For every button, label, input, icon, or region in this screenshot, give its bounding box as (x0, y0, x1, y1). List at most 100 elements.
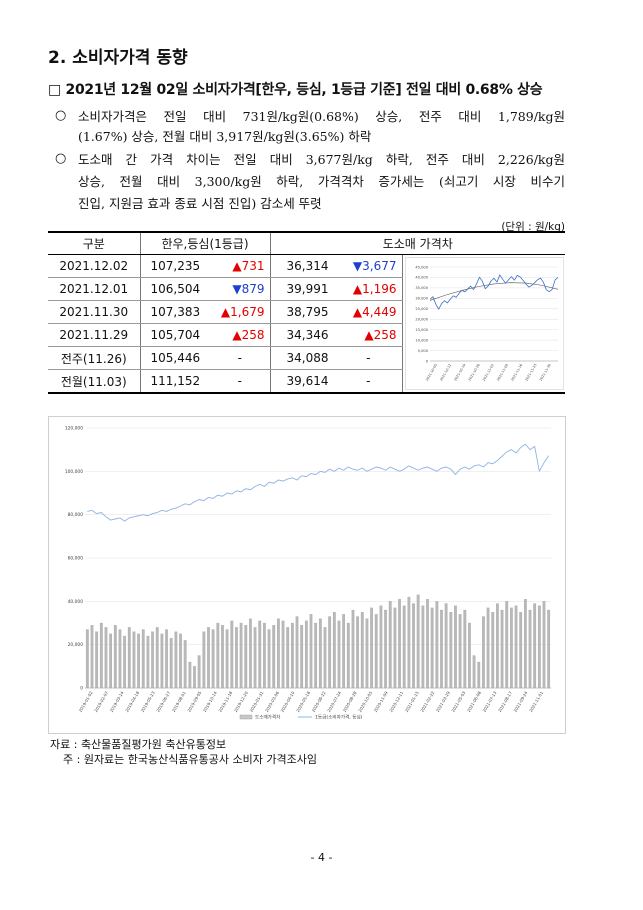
bar (500, 609, 504, 689)
x-tick-label: 2021-11-09 (496, 363, 509, 382)
bar (160, 633, 164, 689)
bar (295, 616, 299, 689)
bar (519, 612, 523, 689)
row-label: 전주(11.26) (48, 346, 141, 370)
spread-cell: 36,314 (270, 254, 335, 278)
bar (123, 635, 126, 689)
bar (393, 607, 397, 689)
bar (505, 601, 509, 689)
table-header-row: 구분 한우,등심(1등급) 도소매 가격차 (48, 232, 566, 255)
y-tick-label: 0 (425, 359, 428, 363)
bullet-text-line: 소비자가격은 전일 대비 731원/kg원(0.68%) 상승, 전주 대비 1… (78, 109, 565, 124)
bar (463, 609, 467, 689)
bar (528, 609, 532, 689)
hanwoo-price-cell: 106,504 (140, 277, 210, 301)
spread-cell: 38,795 (270, 300, 335, 324)
y-tick-label: 30,000 (415, 297, 428, 301)
spread-cell: 34,346 (270, 323, 335, 347)
table-row: 2021.11.29 105,704 ▲258 34,346 ▲258 (48, 323, 565, 347)
hanwoo-price-cell: 107,235 (140, 254, 210, 278)
bar (482, 616, 485, 689)
bar (537, 605, 541, 689)
bar (323, 627, 327, 689)
bar (179, 633, 182, 689)
y-tick-label: 40,000 (415, 276, 428, 280)
bar (454, 605, 457, 689)
y-tick-label: 80,000 (68, 512, 84, 518)
hanwoo-price-cell: 105,704 (140, 323, 210, 347)
spread-change-cell: ▲1,196 (335, 277, 403, 301)
bar (113, 625, 117, 689)
bar (472, 655, 476, 689)
row-label: 2021.11.30 (48, 300, 141, 324)
hanwoo-change-cell: - (210, 346, 271, 370)
header-category: 구분 (48, 232, 141, 255)
unit-label: (단위 : 원/kg) (501, 221, 565, 233)
x-tick-label: 2021-11-30 (538, 363, 551, 382)
y-tick-label: 5,000 (417, 349, 428, 353)
bar (244, 625, 248, 689)
bar (127, 627, 131, 689)
bar (197, 655, 201, 689)
y-tick-label: 10,000 (415, 338, 428, 342)
spread-cell: 34,088 (270, 346, 335, 370)
bar (412, 603, 415, 689)
spread-change-cell: ▼3,677 (335, 254, 403, 278)
bar (440, 609, 443, 689)
bar (230, 620, 234, 689)
bar (314, 622, 318, 689)
section-heading: 2. 소비자가격 동향 (48, 48, 188, 68)
bar (290, 622, 294, 689)
y-tick-label: 45,000 (415, 265, 428, 269)
bar (183, 640, 187, 689)
bar (360, 612, 364, 689)
bullet-mark: ○ (55, 108, 67, 123)
bar (510, 607, 513, 689)
y-tick-label: 120,000 (65, 426, 83, 432)
bar (90, 625, 94, 689)
bar (211, 629, 215, 689)
bar (239, 622, 243, 689)
price-trend-chart: 도소매가격차 1등급(소비자가격, 등심) 0 20,000 40,000 60,00… (48, 416, 566, 734)
row-label: 전월(11.03) (48, 369, 141, 393)
bar (221, 625, 224, 689)
x-tick-label: 2021-10-05 (424, 363, 437, 382)
x-tick-label: 2021-11-02 (481, 363, 494, 382)
bar (216, 622, 220, 689)
table-row: 전월(11.03) 111,152 - 39,614 - (48, 369, 565, 393)
bullet-text-line: 진입, 지원금 효과 종료 시점 진입) 감소세 뚜렷 (78, 196, 322, 211)
bar (174, 631, 178, 689)
bar (137, 633, 140, 689)
bar (118, 629, 122, 689)
bar (193, 666, 196, 689)
mini-chart-frame (404, 257, 564, 390)
page-number: - 4 - (310, 851, 333, 864)
bar (151, 631, 154, 689)
bar (85, 629, 89, 689)
y-tick-label: 100,000 (65, 469, 83, 475)
bullet-text-line: 도소매 간 가격 차이는 전일 대비 3,677원/kg 하락, 전주 대비 2… (78, 152, 565, 167)
y-tick-label: 35,000 (415, 286, 428, 290)
bar (267, 629, 271, 689)
consumer-price-line (87, 443, 550, 522)
legend-label-line: 1등급(소비자가격, 등심) (315, 714, 363, 721)
spread-mini-chart: 0 5,000 10,000 15,000 20,000 25,000 30,000 35,0… (404, 257, 564, 390)
bar (309, 614, 313, 689)
spread-change-cell: ▲4,449 (335, 300, 403, 324)
bar (407, 596, 411, 689)
bar (444, 603, 448, 689)
legend-swatch-bar (239, 714, 253, 720)
source-note: 자료 : 축산물품질평가원 축산유통정보 (50, 738, 227, 751)
hanwoo-change-cell: - (210, 369, 271, 393)
price-table: 구분 한우,등심(1등급) 도소매 가격차 2021.12.02 107,235… (48, 231, 566, 394)
bar (486, 607, 490, 689)
bar (169, 638, 173, 689)
bar (277, 618, 280, 689)
footnote: 주 : 원자료는 한국농산식품유통공사 소비자 가격조사임 (63, 753, 317, 766)
y-tick-label: 60,000 (68, 556, 84, 562)
bar (328, 616, 332, 689)
bar (342, 614, 346, 689)
bar (533, 603, 537, 689)
bar (402, 605, 406, 689)
bar (337, 620, 341, 689)
